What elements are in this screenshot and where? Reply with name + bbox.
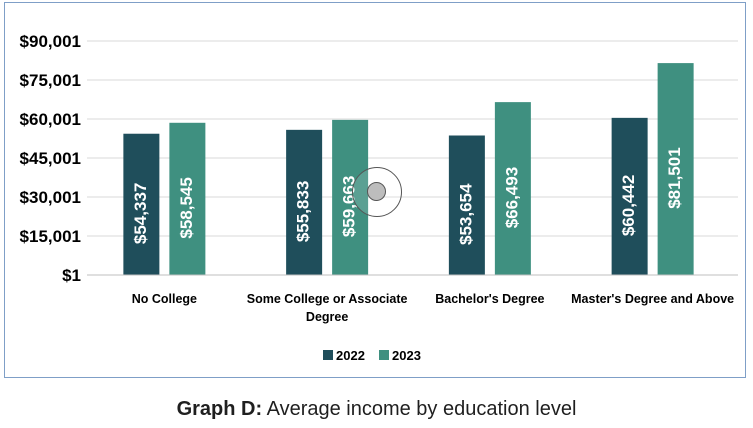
cursor-dot bbox=[367, 182, 386, 201]
x-category-label: Degree bbox=[306, 310, 348, 324]
chart-frame: $1 $15,001 $30,001 $45,001 $60,001 $75,001 $90… bbox=[4, 2, 746, 378]
y-tick-label: $75,001 bbox=[20, 71, 81, 90]
bar bbox=[611, 117, 648, 276]
caption-text: Average income by education level bbox=[262, 398, 577, 420]
bar bbox=[286, 129, 323, 275]
bar-value-label: $53,654 bbox=[456, 183, 475, 245]
caption-label: Graph D: bbox=[176, 398, 263, 420]
bar-value-label: $58,545 bbox=[177, 177, 196, 238]
x-category-label: Bachelor's Degree bbox=[435, 292, 544, 306]
bar bbox=[657, 63, 694, 275]
bar-value-label: $55,833 bbox=[294, 181, 313, 242]
legend-label: 2022 bbox=[336, 348, 365, 363]
y-tick-label: $90,001 bbox=[20, 32, 81, 51]
y-tick-label: $45,001 bbox=[20, 149, 81, 168]
legend-swatch bbox=[323, 350, 333, 360]
x-category-label: Some College or Associate bbox=[247, 292, 408, 306]
y-tick-label: $15,001 bbox=[20, 227, 81, 246]
bar bbox=[448, 135, 485, 275]
bar-value-label: $54,337 bbox=[131, 183, 150, 244]
bar-value-label: $81,501 bbox=[665, 147, 684, 208]
y-tick-label: $60,001 bbox=[20, 110, 81, 129]
x-category-label: Master's Degree and Above bbox=[571, 292, 734, 306]
bar-chart: $1 $15,001 $30,001 $45,001 $60,001 $75,001 $90… bbox=[20, 32, 738, 363]
y-tick-label: $1 bbox=[62, 266, 81, 285]
legend-swatch bbox=[379, 350, 389, 360]
bar bbox=[169, 122, 206, 275]
legend-label: 2023 bbox=[392, 348, 421, 363]
chart-caption: Graph D: Average income by education lev… bbox=[0, 398, 753, 421]
bar-value-label: $60,442 bbox=[619, 175, 638, 236]
cursor-highlight-icon bbox=[352, 167, 402, 217]
x-category-label: No College bbox=[132, 292, 197, 306]
y-tick-label: $30,001 bbox=[20, 188, 81, 207]
bar bbox=[123, 133, 160, 275]
bar bbox=[494, 102, 531, 276]
bar-value-label: $66,493 bbox=[502, 167, 521, 228]
